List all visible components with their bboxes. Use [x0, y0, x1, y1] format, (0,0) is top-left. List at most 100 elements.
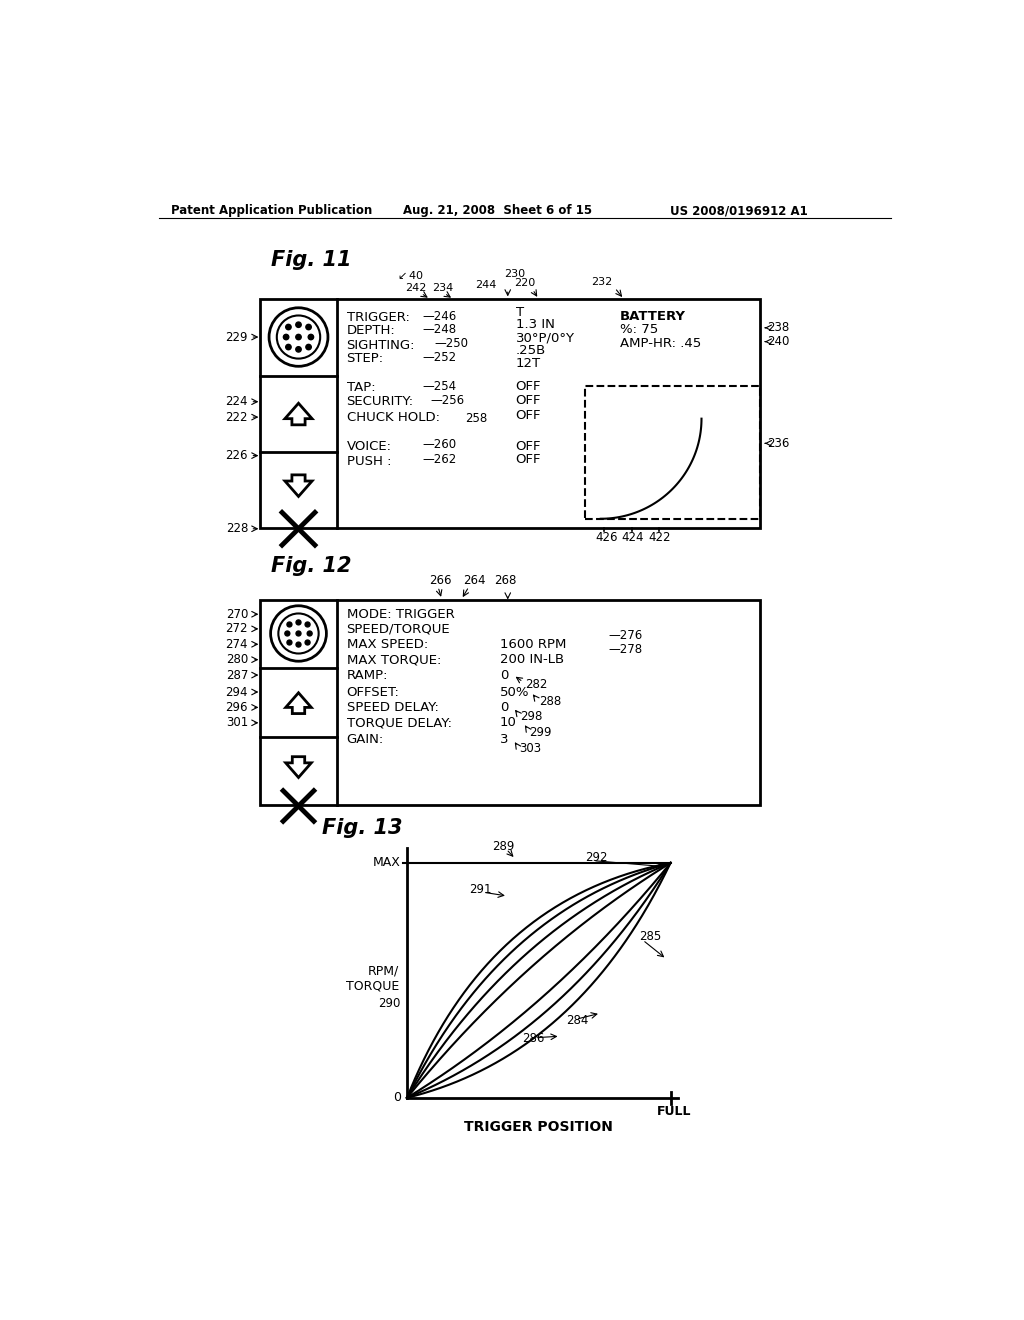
FancyArrow shape [285, 475, 312, 496]
Text: TAP:: TAP: [346, 381, 375, 395]
Circle shape [296, 620, 301, 624]
Text: DEPTH:: DEPTH: [346, 325, 395, 338]
FancyArrow shape [285, 404, 312, 425]
Circle shape [305, 622, 310, 627]
Circle shape [296, 334, 301, 339]
Text: VOICE:: VOICE: [346, 440, 391, 453]
Text: 426: 426 [595, 531, 617, 544]
Text: 232: 232 [592, 277, 612, 286]
Text: 0: 0 [500, 668, 508, 681]
Circle shape [306, 325, 311, 330]
Text: 282: 282 [524, 677, 547, 690]
Text: SIGHTING:: SIGHTING: [346, 339, 415, 352]
Circle shape [296, 642, 301, 647]
Text: —250: —250 [434, 338, 468, 351]
Text: TRIGGER POSITION: TRIGGER POSITION [464, 1121, 613, 1134]
Text: RPM/: RPM/ [368, 964, 399, 977]
Text: OFFSET:: OFFSET: [346, 685, 399, 698]
Text: 288: 288 [539, 694, 561, 708]
Circle shape [287, 622, 292, 627]
Text: TRIGGER:: TRIGGER: [346, 312, 410, 325]
Text: BATTERY: BATTERY [621, 310, 686, 323]
Text: 50%: 50% [500, 685, 529, 698]
Text: 1600 RPM: 1600 RPM [500, 638, 566, 651]
FancyArrow shape [286, 756, 311, 777]
Text: Fig. 12: Fig. 12 [271, 557, 352, 577]
Text: 242: 242 [406, 282, 427, 293]
Text: 236: 236 [767, 437, 790, 450]
Text: MAX TORQUE:: MAX TORQUE: [346, 653, 441, 667]
Text: 274: 274 [225, 638, 248, 651]
Circle shape [308, 334, 313, 339]
Text: 0: 0 [393, 1092, 400, 1105]
Text: 270: 270 [225, 607, 248, 620]
FancyArrow shape [286, 693, 311, 714]
Text: 268: 268 [495, 574, 517, 587]
Text: 266: 266 [429, 574, 452, 587]
Text: —276: —276 [608, 630, 643, 643]
Circle shape [285, 631, 290, 636]
Text: 280: 280 [226, 653, 248, 667]
Circle shape [296, 322, 301, 327]
Text: SECURITY:: SECURITY: [346, 395, 414, 408]
Circle shape [286, 325, 291, 330]
Text: 422: 422 [649, 531, 672, 544]
Text: OFF: OFF [515, 380, 541, 393]
Text: —248: —248 [423, 323, 457, 335]
Circle shape [307, 631, 312, 636]
Text: 0: 0 [500, 701, 508, 714]
Text: Fig. 13: Fig. 13 [322, 818, 402, 838]
Text: 228: 228 [225, 523, 248, 536]
Text: TORQUE DELAY:: TORQUE DELAY: [346, 717, 452, 730]
Text: 1.3 IN: 1.3 IN [515, 318, 554, 331]
Text: MAX SPEED:: MAX SPEED: [346, 638, 428, 651]
Text: 294: 294 [225, 685, 248, 698]
Circle shape [296, 347, 301, 352]
Text: Patent Application Publication: Patent Application Publication [171, 205, 372, 218]
Text: —256: —256 [430, 393, 464, 407]
Text: 238: 238 [767, 321, 790, 334]
Text: 285: 285 [640, 929, 662, 942]
Text: 286: 286 [521, 1032, 544, 1045]
Text: 230: 230 [504, 269, 525, 279]
Text: STEP:: STEP: [346, 352, 384, 366]
Circle shape [286, 345, 291, 350]
Text: US 2008/0196912 A1: US 2008/0196912 A1 [671, 205, 808, 218]
Bar [586, 387, 760, 519]
Text: OFF: OFF [515, 393, 541, 407]
Text: 287: 287 [225, 668, 248, 681]
Text: Fig. 11: Fig. 11 [271, 249, 352, 271]
Text: 424: 424 [622, 531, 644, 544]
Circle shape [287, 640, 292, 645]
Text: AMP-HR: .45: AMP-HR: .45 [621, 337, 701, 350]
Text: OFF: OFF [515, 453, 541, 466]
Text: 290: 290 [379, 997, 400, 1010]
Text: 258: 258 [465, 412, 487, 425]
Text: 229: 229 [225, 330, 248, 343]
Text: FULL: FULL [657, 1105, 691, 1118]
Text: —260: —260 [423, 438, 457, 451]
Text: 292: 292 [586, 851, 608, 865]
Text: GAIN:: GAIN: [346, 733, 384, 746]
Text: —252: —252 [423, 351, 457, 363]
Text: T: T [515, 306, 523, 319]
Text: 299: 299 [529, 726, 552, 739]
Text: Aug. 21, 2008  Sheet 6 of 15: Aug. 21, 2008 Sheet 6 of 15 [403, 205, 592, 218]
Text: 12T: 12T [515, 356, 541, 370]
Text: SPEED DELAY:: SPEED DELAY: [346, 701, 438, 714]
Text: —278: —278 [608, 643, 643, 656]
Text: PUSH :: PUSH : [346, 454, 391, 467]
Text: 303: 303 [519, 742, 542, 755]
Text: 234: 234 [432, 282, 453, 293]
Text: 3: 3 [500, 733, 509, 746]
Text: 226: 226 [225, 449, 248, 462]
Circle shape [305, 640, 310, 645]
Text: 10: 10 [500, 717, 517, 730]
Text: 298: 298 [520, 710, 543, 723]
Text: —262: —262 [423, 453, 457, 466]
Text: 220: 220 [514, 279, 536, 288]
Text: MAX: MAX [373, 857, 400, 870]
Text: MODE: TRIGGER: MODE: TRIGGER [346, 607, 455, 620]
Circle shape [284, 334, 289, 339]
Bar [260, 599, 760, 805]
